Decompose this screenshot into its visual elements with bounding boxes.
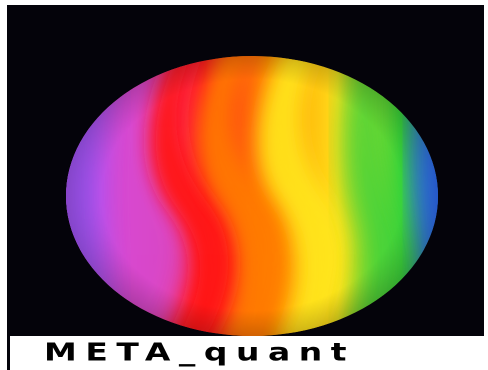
caption-bar: META_quant (7, 336, 484, 370)
logo-panel (7, 5, 484, 336)
rainbow-sphere-icon (7, 5, 484, 336)
logo-caption: META_quant (44, 338, 356, 367)
